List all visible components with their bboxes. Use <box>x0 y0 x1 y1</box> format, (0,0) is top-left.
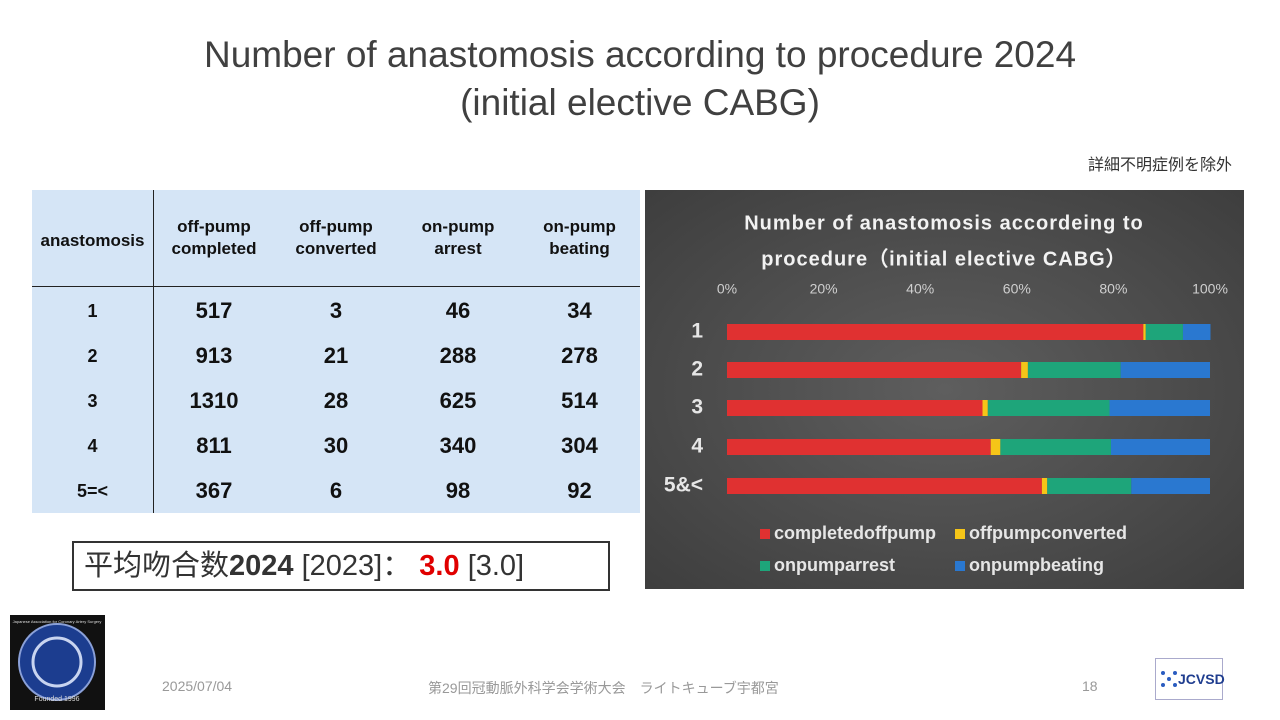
summary-year: 2024 <box>229 550 294 582</box>
y-tick-label: 4 <box>691 435 703 458</box>
logo-dots <box>1161 671 1177 687</box>
logo-emblem: Founded 1996 Japanese Association for Co… <box>13 619 102 703</box>
summary-label: 平均吻合数 <box>84 550 230 582</box>
note: 詳細不明症例を除外 <box>1087 157 1232 174</box>
bar-segment <box>982 400 988 416</box>
bar-segment <box>1120 362 1210 378</box>
cell: 4 <box>87 436 98 456</box>
column-header: on-pump beating <box>543 217 616 258</box>
cell: 1310 <box>189 388 239 413</box>
cell: 6 <box>329 478 343 503</box>
bar-segment <box>1021 362 1028 378</box>
bar-segment <box>1143 324 1146 340</box>
bar-segment <box>727 400 983 416</box>
logo-founded: Founded 1996 <box>34 696 79 703</box>
bar-segment <box>727 439 991 455</box>
chart-title: Number of anastomosis accordeing to <box>744 212 1144 234</box>
x-tick-label: 0% <box>717 281 737 297</box>
x-tick-label: 80% <box>1099 281 1127 297</box>
logo-left: Founded 1996 Japanese Association for Co… <box>10 615 105 710</box>
title: Number of anastomosis according to proce… <box>203 34 1077 75</box>
legend-swatch <box>760 529 770 539</box>
bar-segment <box>1041 478 1048 494</box>
cell: 30 <box>323 433 349 458</box>
cell: 34 <box>567 298 592 323</box>
cell: 2 <box>87 346 98 366</box>
bar-segment <box>1027 362 1121 378</box>
cell: 5=< <box>76 481 109 501</box>
bar-segment <box>727 324 1144 340</box>
y-tick-label: 3 <box>691 396 703 419</box>
column-header: off-pump completed <box>171 217 257 258</box>
legend-swatch <box>760 561 770 571</box>
cell: 367 <box>195 478 233 503</box>
y-tick-label: 1 <box>691 320 703 343</box>
table: anastomosis off-pump completed off-pump co… <box>32 190 640 513</box>
cell: 28 <box>323 388 349 413</box>
cell: 288 <box>439 343 477 368</box>
cell: 517 <box>195 298 233 323</box>
footer-page: 18 <box>1082 678 1098 694</box>
cell: 811 <box>196 433 232 458</box>
cell: 98 <box>445 478 471 503</box>
legend-swatch <box>955 561 965 571</box>
x-tick-label: 40% <box>906 281 934 297</box>
x-tick-label: 20% <box>810 281 838 297</box>
summary-prev-value: [3.0] <box>467 550 525 582</box>
bar-segment <box>1109 400 1210 416</box>
chart-title: procedure（initial elective CABG） <box>761 247 1126 270</box>
bar-segment <box>1047 478 1132 494</box>
legend-label: onpumpbeating <box>969 555 1104 575</box>
bar-segment <box>1000 439 1111 455</box>
cell: 340 <box>439 433 477 458</box>
title: (initial elective CABG) <box>460 82 820 123</box>
bar-segment <box>727 362 1022 378</box>
column-header: anastomosis <box>40 231 145 250</box>
bar-segment <box>1131 478 1210 494</box>
cell: 1 <box>87 301 98 321</box>
cell: 514 <box>561 388 598 413</box>
y-tick-label: 5&< <box>664 474 703 497</box>
bar-segment <box>987 400 1110 416</box>
y-tick-label: 2 <box>691 358 703 381</box>
bar-segment <box>1110 439 1210 455</box>
cell: 46 <box>445 298 471 323</box>
cell: 278 <box>561 343 598 368</box>
cell: 304 <box>561 433 598 458</box>
chart-background <box>645 190 1244 589</box>
chart: Number of anastomosis accordeing to proce… <box>645 190 1244 589</box>
legend-swatch <box>955 529 965 539</box>
legend-label: onpumparrest <box>774 555 895 575</box>
cell: 913 <box>195 343 233 368</box>
cell: 625 <box>439 388 477 413</box>
legend-label: offpumpconverted <box>969 523 1127 543</box>
summary: 平均吻合数2024 [2023]： 3.0 [3.0] <box>72 541 610 591</box>
cell: 21 <box>323 343 349 368</box>
bar-segment <box>727 478 1042 494</box>
legend-label: completedoffpump <box>774 523 936 543</box>
footer-date: 2025/07/04 <box>162 678 233 694</box>
logo-right-text: JCVSD <box>1178 671 1225 687</box>
x-tick-label: 100% <box>1192 281 1228 297</box>
bar-segment <box>1182 324 1211 340</box>
header-rule <box>32 286 640 287</box>
column-rule <box>153 190 154 513</box>
bar-segment <box>990 439 1001 455</box>
x-tick-label: 60% <box>1003 281 1031 297</box>
logo-right: JCVSD <box>1155 658 1225 700</box>
footer-meeting: 第29回冠動脈外科学会学術大会 ライトキューブ宇都宮 <box>428 680 779 696</box>
summary-prev-year: [2023]： <box>301 550 412 582</box>
logo-text: Japanese Association for Coronary Artery… <box>13 619 102 624</box>
cell: 3 <box>329 298 343 323</box>
cell: 92 <box>567 478 592 503</box>
bar-segment <box>1145 324 1183 340</box>
column-header: off-pump converted <box>295 217 377 258</box>
column-header: on-pump arrest <box>421 217 495 258</box>
cell: 3 <box>87 391 98 411</box>
summary-value: 3.0 <box>419 550 460 582</box>
